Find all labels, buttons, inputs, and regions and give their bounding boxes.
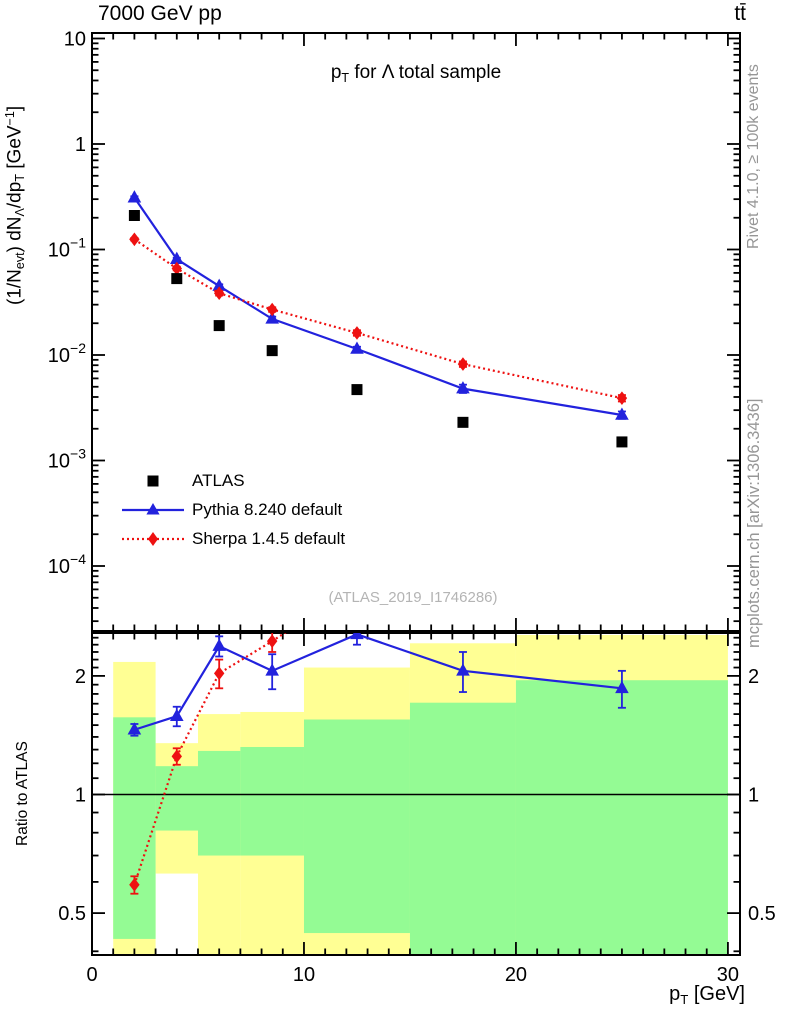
analysis-id-watermark: (ATLAS_2019_I1746286) bbox=[328, 589, 498, 606]
band-stat-uncertainty bbox=[240, 746, 304, 856]
svg-text:10: 10 bbox=[293, 964, 315, 986]
main-series-pythia bbox=[127, 190, 629, 420]
svg-text:0: 0 bbox=[86, 964, 97, 986]
svg-text:10−3: 10−3 bbox=[48, 446, 86, 473]
main-series-sherpa bbox=[129, 232, 628, 405]
ratio-y-axis-title: Ratio to ATLAS bbox=[14, 741, 31, 846]
svg-text:2: 2 bbox=[75, 666, 86, 688]
y-axis-title: (1/Nevt) dNΛ/dpT [GeV−1] bbox=[3, 105, 28, 305]
mcplots-reference-note: mcplots.cern.ch [arXiv:1306.3436] bbox=[745, 398, 763, 648]
band-stat-uncertainty bbox=[515, 680, 728, 955]
legend-square-icon bbox=[147, 475, 159, 486]
beam-energy-label: 7000 GeV pp bbox=[98, 2, 222, 25]
svg-text:0.5: 0.5 bbox=[58, 903, 86, 925]
legend: ATLAS Pythia 8.240 default Sherpa 1.4.5 de… bbox=[120, 466, 345, 553]
svg-text:0.5: 0.5 bbox=[748, 903, 776, 925]
rivet-version-note: Rivet 4.1.0, ≥ 100k events bbox=[745, 64, 762, 249]
svg-text:30: 30 bbox=[717, 964, 739, 986]
svg-text:10: 10 bbox=[64, 29, 86, 51]
axis-tick-labels: 10 1 10−1 10−2 10−3 10−4 2 2 1 1 0.5 0.5 0 10 20 30 bbox=[48, 29, 776, 987]
legend-triangle-icon bbox=[122, 502, 184, 514]
legend-item-label: Sherpa 1.4.5 default bbox=[192, 528, 346, 548]
svg-text:1: 1 bbox=[75, 134, 86, 156]
legend-item: Pythia 8.240 default bbox=[120, 495, 345, 524]
axis-ticks bbox=[92, 33, 740, 955]
svg-text:10−1: 10−1 bbox=[48, 235, 86, 262]
legend-item-label: ATLAS bbox=[192, 470, 245, 490]
x-axis-title: pT [GeV] bbox=[669, 983, 745, 1007]
legend-diamond-icon bbox=[122, 531, 184, 546]
ratio-series-sherpa bbox=[129, 633, 287, 895]
svg-text:10−2: 10−2 bbox=[48, 340, 86, 367]
band-stat-uncertainty bbox=[197, 750, 241, 856]
main-series-atlas bbox=[128, 210, 628, 448]
svg-text:2: 2 bbox=[748, 666, 759, 688]
band-stat-uncertainty bbox=[409, 702, 516, 955]
main-panel-frame bbox=[91, 32, 741, 632]
svg-text:1: 1 bbox=[75, 785, 86, 807]
legend-item-label: Pythia 8.240 default bbox=[192, 499, 343, 519]
svg-text:20: 20 bbox=[505, 964, 527, 986]
legend-item: Sherpa 1.4.5 default bbox=[120, 524, 345, 553]
legend-item: ATLAS bbox=[120, 466, 345, 495]
ratio-uncertainty-bands bbox=[113, 634, 728, 955]
band-stat-uncertainty bbox=[113, 717, 156, 939]
svg-text:1: 1 bbox=[748, 785, 759, 807]
svg-text:10−4: 10−4 bbox=[48, 551, 86, 578]
band-stat-uncertainty bbox=[303, 719, 410, 934]
plot-title: pT for Λ total sample bbox=[330, 62, 502, 85]
process-label: tt̄ bbox=[734, 2, 746, 25]
ratio-series-pythia bbox=[127, 633, 629, 737]
